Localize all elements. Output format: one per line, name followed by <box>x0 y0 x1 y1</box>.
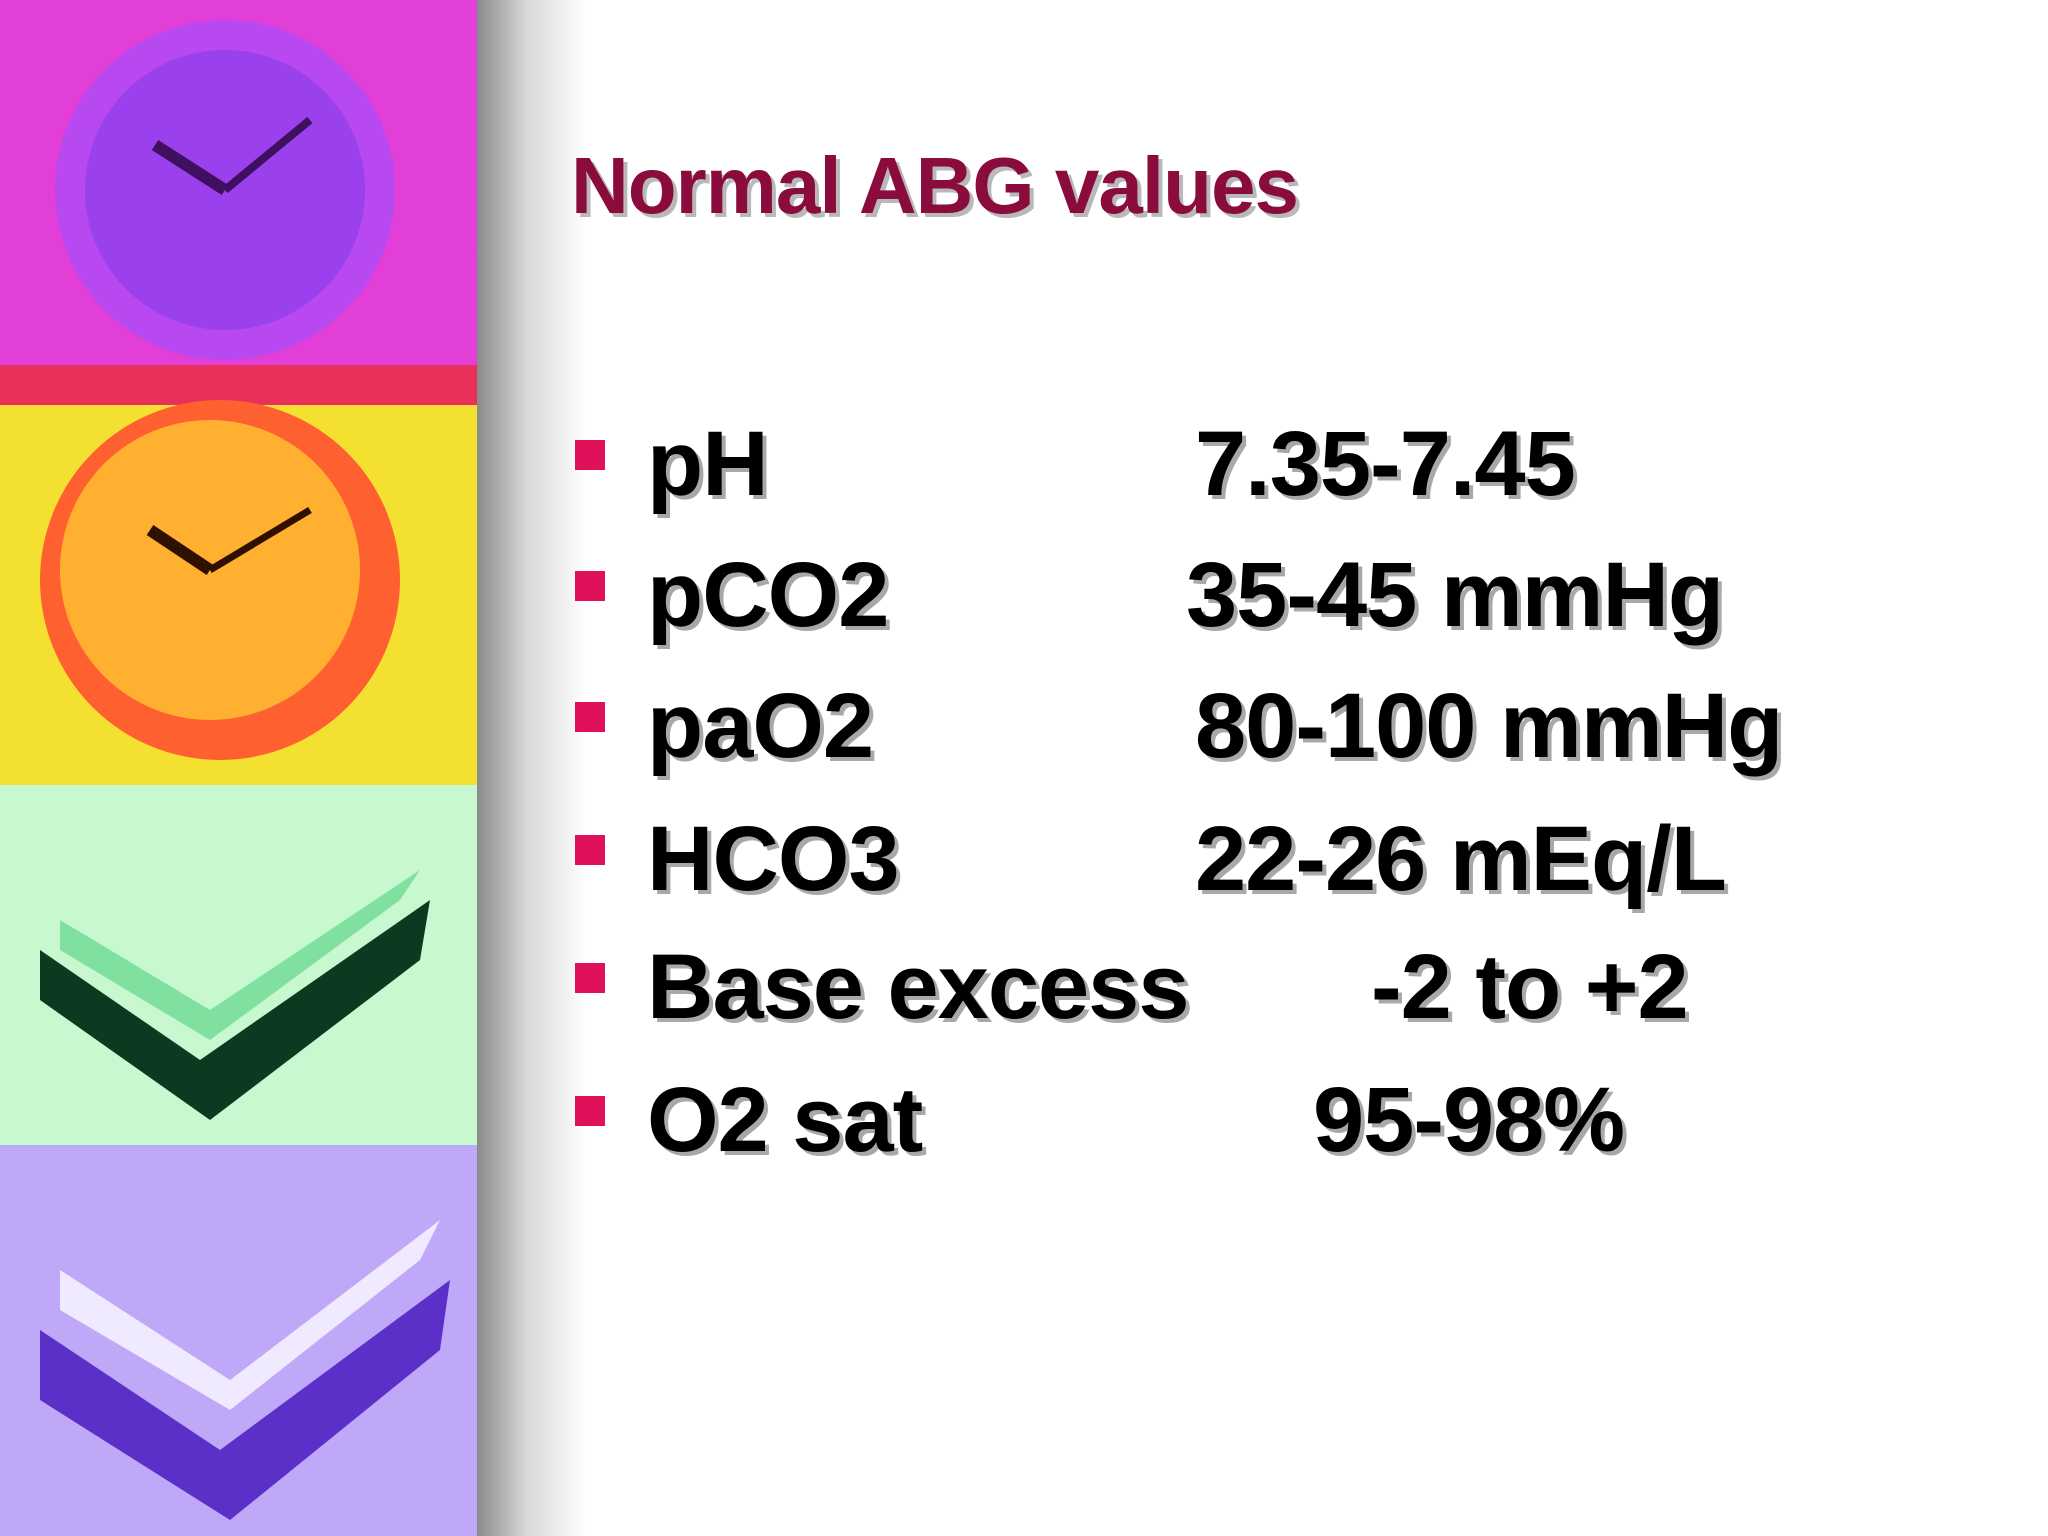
list-item: pCO2 35-45 mmHg <box>0 549 2048 649</box>
bullet <box>575 702 605 732</box>
item-label: O2 sat <box>647 1069 923 1171</box>
item-label: HCO3 <box>647 808 900 910</box>
side-images <box>0 0 477 1536</box>
list-item: HCO3 22-26 mEq/L <box>0 813 2048 913</box>
item-value: -2 to +2 <box>1371 936 1689 1038</box>
item-value: 95-98% <box>1313 1069 1625 1171</box>
item-value: 22-26 mEq/L <box>1195 808 1727 910</box>
bullet <box>575 440 605 470</box>
item-label: Base excess <box>647 936 1189 1038</box>
list-item: O2 sat 95-98% <box>0 1074 2048 1174</box>
bullet <box>575 571 605 601</box>
item-label: paO2 <box>647 675 874 777</box>
item-value: 7.35-7.45 <box>1195 413 1576 515</box>
item-label: pCO2 <box>647 544 889 646</box>
side-shadow <box>477 0 587 1536</box>
bullet <box>575 963 605 993</box>
slide-title: Normal ABG values <box>571 141 1299 230</box>
list-item: Base excess -2 to +2 <box>0 941 2048 1041</box>
bullet <box>575 1096 605 1126</box>
item-value: 35-45 mmHg <box>1186 544 1724 646</box>
list-item: pH 7.35-7.45 <box>0 418 2048 518</box>
item-value: 80-100 mmHg <box>1195 675 1783 777</box>
list-item: paO2 80-100 mmHg <box>0 680 2048 780</box>
item-label: pH <box>647 413 769 515</box>
bullet <box>575 835 605 865</box>
